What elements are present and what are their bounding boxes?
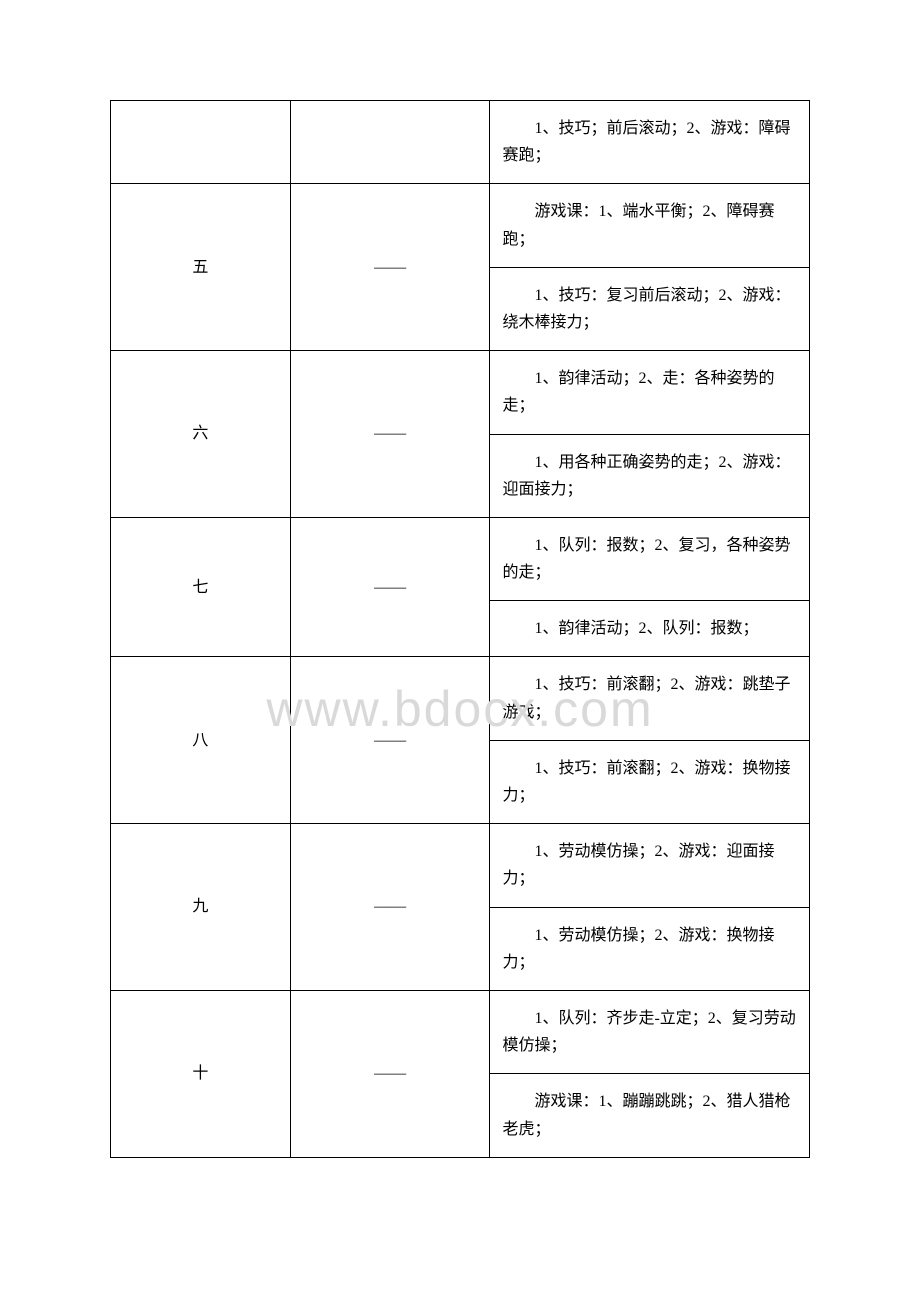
content-cell: 1、韵律活动；2、队列：报数；	[490, 601, 810, 657]
content-cell: 1、队列：报数；2、复习，各种姿势的走；	[490, 517, 810, 600]
content-cell: 1、韵律活动；2、走：各种姿势的走；	[490, 351, 810, 434]
dash-cell: ——	[290, 657, 490, 824]
week-cell: 八	[111, 657, 291, 824]
dash-cell: ——	[290, 184, 490, 351]
page-container: 1、技巧；前后滚动；2、游戏：障碍赛跑；五——游戏课：1、端水平衡；2、障碍赛跑…	[0, 0, 920, 1258]
table-row: 1、技巧；前后滚动；2、游戏：障碍赛跑；	[111, 101, 810, 184]
week-cell: 七	[111, 517, 291, 657]
week-cell: 五	[111, 184, 291, 351]
table-row: 八——1、技巧：前滚翻；2、游戏：跳垫子游戏；	[111, 657, 810, 740]
table-row: 七——1、队列：报数；2、复习，各种姿势的走；	[111, 517, 810, 600]
week-cell: 六	[111, 351, 291, 518]
content-cell: 1、技巧；前后滚动；2、游戏：障碍赛跑；	[490, 101, 810, 184]
content-cell: 游戏课：1、蹦蹦跳跳；2、猎人猎枪老虎；	[490, 1074, 810, 1157]
content-cell: 1、劳动模仿操；2、游戏：迎面接力；	[490, 824, 810, 907]
week-cell: 九	[111, 824, 291, 991]
week-cell	[111, 101, 291, 184]
content-cell: 1、队列：齐步走-立定；2、复习劳动模仿操；	[490, 990, 810, 1073]
table-row: 九——1、劳动模仿操；2、游戏：迎面接力；	[111, 824, 810, 907]
table-body: 1、技巧；前后滚动；2、游戏：障碍赛跑；五——游戏课：1、端水平衡；2、障碍赛跑…	[111, 101, 810, 1158]
content-cell: 1、技巧：复习前后滚动；2、游戏：绕木棒接力；	[490, 267, 810, 350]
dash-cell: ——	[290, 824, 490, 991]
dash-cell: ——	[290, 517, 490, 657]
table-row: 十——1、队列：齐步走-立定；2、复习劳动模仿操；	[111, 990, 810, 1073]
week-cell: 十	[111, 990, 291, 1157]
dash-cell	[290, 101, 490, 184]
schedule-table: 1、技巧；前后滚动；2、游戏：障碍赛跑；五——游戏课：1、端水平衡；2、障碍赛跑…	[110, 100, 810, 1158]
content-cell: 1、技巧：前滚翻；2、游戏：跳垫子游戏；	[490, 657, 810, 740]
content-cell: 1、用各种正确姿势的走；2、游戏：迎面接力；	[490, 434, 810, 517]
table-row: 六——1、韵律活动；2、走：各种姿势的走；	[111, 351, 810, 434]
content-cell: 1、劳动模仿操；2、游戏：换物接力；	[490, 907, 810, 990]
dash-cell: ——	[290, 351, 490, 518]
dash-cell: ——	[290, 990, 490, 1157]
content-cell: 1、技巧：前滚翻；2、游戏：换物接力；	[490, 740, 810, 823]
content-cell: 游戏课：1、端水平衡；2、障碍赛跑；	[490, 184, 810, 267]
table-row: 五——游戏课：1、端水平衡；2、障碍赛跑；	[111, 184, 810, 267]
